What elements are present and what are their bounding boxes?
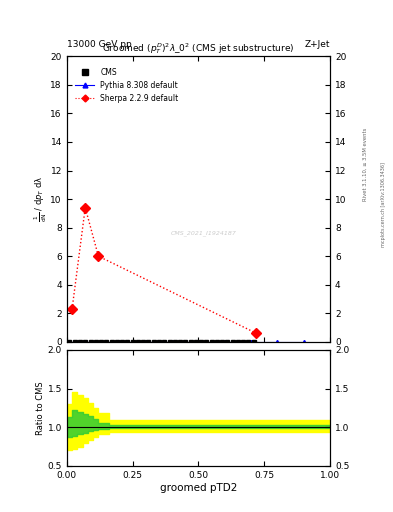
Pythia 8.308 default <box>275 339 280 345</box>
CMS <box>241 339 246 345</box>
Text: mcplots.cern.ch [arXiv:1306.3436]: mcplots.cern.ch [arXiv:1306.3436] <box>381 162 386 247</box>
CMS <box>88 339 93 345</box>
Line: CMS: CMS <box>68 340 255 344</box>
CMS <box>178 339 182 345</box>
Text: Z+Jet: Z+Jet <box>305 39 330 49</box>
CMS <box>130 339 135 345</box>
Line: Sherpa 2.2.9 default: Sherpa 2.2.9 default <box>69 204 260 337</box>
Pythia 8.308 default <box>222 339 227 345</box>
Title: Groomed $(p_T^D)^2\lambda\_0^2$ (CMS jet substructure): Groomed $(p_T^D)^2\lambda\_0^2$ (CMS jet… <box>102 41 295 56</box>
Pythia 8.308 default <box>196 339 201 345</box>
CMS <box>94 339 98 345</box>
CMS <box>252 339 256 345</box>
CMS <box>156 339 162 345</box>
Pythia 8.308 default <box>143 339 148 345</box>
Pythia 8.308 default <box>104 339 108 345</box>
CMS <box>83 339 88 345</box>
CMS <box>188 339 193 345</box>
CMS <box>162 339 167 345</box>
CMS <box>99 339 103 345</box>
CMS <box>67 339 72 345</box>
Legend: CMS, Pythia 8.308 default, Sherpa 2.2.9 default: CMS, Pythia 8.308 default, Sherpa 2.2.9 … <box>72 65 182 105</box>
Pythia 8.308 default <box>67 339 72 345</box>
Text: 13000 GeV pp: 13000 GeV pp <box>67 39 132 49</box>
CMS <box>125 339 130 345</box>
CMS <box>246 339 251 345</box>
Sherpa 2.2.9 default <box>96 253 101 259</box>
Y-axis label: Ratio to CMS: Ratio to CMS <box>36 381 45 435</box>
Pythia 8.308 default <box>301 339 306 345</box>
CMS <box>114 339 119 345</box>
CMS <box>72 339 77 345</box>
CMS <box>209 339 214 345</box>
Sherpa 2.2.9 default <box>83 205 88 211</box>
Text: Rivet 3.1.10, ≥ 3.5M events: Rivet 3.1.10, ≥ 3.5M events <box>363 127 368 201</box>
CMS <box>220 339 224 345</box>
Pythia 8.308 default <box>99 339 103 345</box>
CMS <box>173 339 177 345</box>
CMS <box>230 339 235 345</box>
CMS <box>167 339 172 345</box>
Pythia 8.308 default <box>78 339 83 345</box>
CMS <box>215 339 219 345</box>
CMS <box>141 339 145 345</box>
CMS <box>78 339 83 345</box>
Pythia 8.308 default <box>117 339 122 345</box>
Pythia 8.308 default <box>170 339 174 345</box>
CMS <box>109 339 114 345</box>
CMS <box>104 339 108 345</box>
CMS <box>225 339 230 345</box>
CMS <box>193 339 198 345</box>
CMS <box>151 339 156 345</box>
Pythia 8.308 default <box>83 339 88 345</box>
CMS <box>199 339 204 345</box>
CMS <box>204 339 209 345</box>
Sherpa 2.2.9 default <box>70 306 74 312</box>
Pythia 8.308 default <box>94 339 98 345</box>
CMS <box>136 339 140 345</box>
Pythia 8.308 default <box>72 339 77 345</box>
Text: CMS_2021_I1924187: CMS_2021_I1924187 <box>171 230 237 236</box>
Y-axis label: $\mathregular{\frac{1}{dN}}$ / $\mathregular{d}p_T$ $\mathregular{d\lambda}$: $\mathregular{\frac{1}{dN}}$ / $\mathreg… <box>33 176 49 222</box>
CMS <box>146 339 151 345</box>
Pythia 8.308 default <box>88 339 93 345</box>
Line: Pythia 8.308 default: Pythia 8.308 default <box>67 340 306 344</box>
CMS <box>120 339 125 345</box>
Pythia 8.308 default <box>249 339 253 345</box>
CMS <box>236 339 241 345</box>
Sherpa 2.2.9 default <box>254 330 259 336</box>
CMS <box>183 339 188 345</box>
X-axis label: groomed pTD2: groomed pTD2 <box>160 482 237 493</box>
